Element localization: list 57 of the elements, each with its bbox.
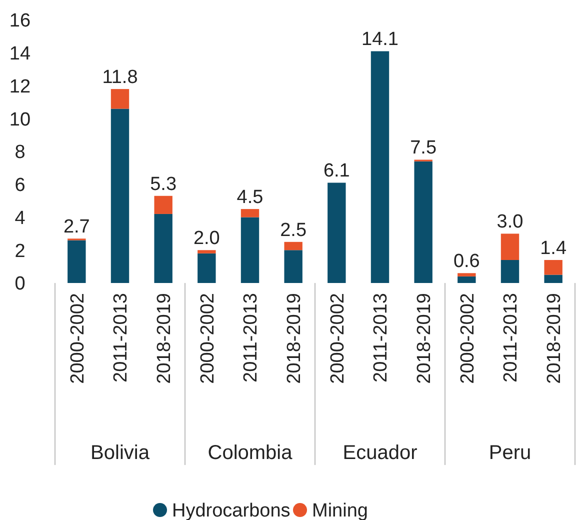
text: Ecuador: [342, 442, 418, 464]
total-label: 2.0: [193, 228, 220, 250]
total-label: 0.6: [453, 251, 480, 272]
x-tick-label: 2011-2013: [110, 293, 132, 382]
total-label: 1.4: [540, 238, 567, 259]
y-tick-label: 8: [14, 142, 26, 164]
total-label: 11.8: [102, 67, 138, 88]
bar: [198, 250, 216, 254]
y-tick-label: 0: [14, 274, 26, 295]
bar: [458, 273, 476, 276]
bar: [240, 217, 260, 283]
bar: [500, 234, 520, 260]
bar: [110, 89, 130, 109]
bar: [240, 209, 260, 218]
text: Peru: [488, 442, 532, 464]
bar: [328, 182, 346, 283]
y-tick-label: 14: [9, 44, 31, 65]
total-label: 2.5: [280, 220, 307, 241]
x-tick-label: 2011-2013: [240, 293, 262, 382]
bar: [154, 196, 172, 214]
y-tick-label: 10: [9, 109, 31, 130]
total-label: 7.5: [410, 138, 437, 159]
bar: [68, 240, 86, 283]
bar: [414, 161, 432, 283]
bar: [110, 108, 130, 283]
total-label: 2.7: [63, 216, 90, 238]
bar: [458, 276, 476, 283]
bar: [500, 260, 520, 283]
total-label: 5.3: [150, 174, 177, 195]
y-tick-label: 12: [9, 76, 31, 98]
x-tick-label: 2000-2002: [327, 293, 348, 384]
x-tick-label: 2000-2002: [197, 293, 218, 384]
bar: [370, 51, 390, 283]
bar: [284, 250, 302, 283]
x-tick-label: 2011-2013: [500, 293, 522, 382]
x-tick-label: 2018-2019: [284, 293, 305, 384]
total-label: 3.0: [496, 212, 524, 233]
y-tick-label: 4: [14, 208, 26, 229]
bar: [284, 242, 302, 250]
total-label: 14.1: [362, 29, 398, 50]
bar: [544, 260, 562, 275]
x-tick-label: 2018-2019: [544, 293, 565, 384]
x-tick-label: 2011-2013: [370, 293, 392, 382]
total-label: 4.5: [236, 187, 264, 208]
text: Colombia: [208, 442, 294, 464]
total-label: 6.1: [323, 160, 350, 182]
y-tick-label: 6: [14, 175, 26, 196]
y-tick-label: 2: [14, 240, 26, 262]
x-tick-label: 2000-2002: [67, 293, 88, 384]
x-tick-label: 2018-2019: [414, 293, 435, 384]
x-tick-label: 2000-2002: [457, 293, 478, 384]
bar: [154, 214, 172, 283]
text: Bolivia: [90, 442, 150, 464]
bar: [544, 274, 562, 283]
x-tick-label: 2018-2019: [154, 293, 175, 384]
y-tick-label: 16: [9, 10, 31, 32]
bar: [198, 253, 216, 283]
